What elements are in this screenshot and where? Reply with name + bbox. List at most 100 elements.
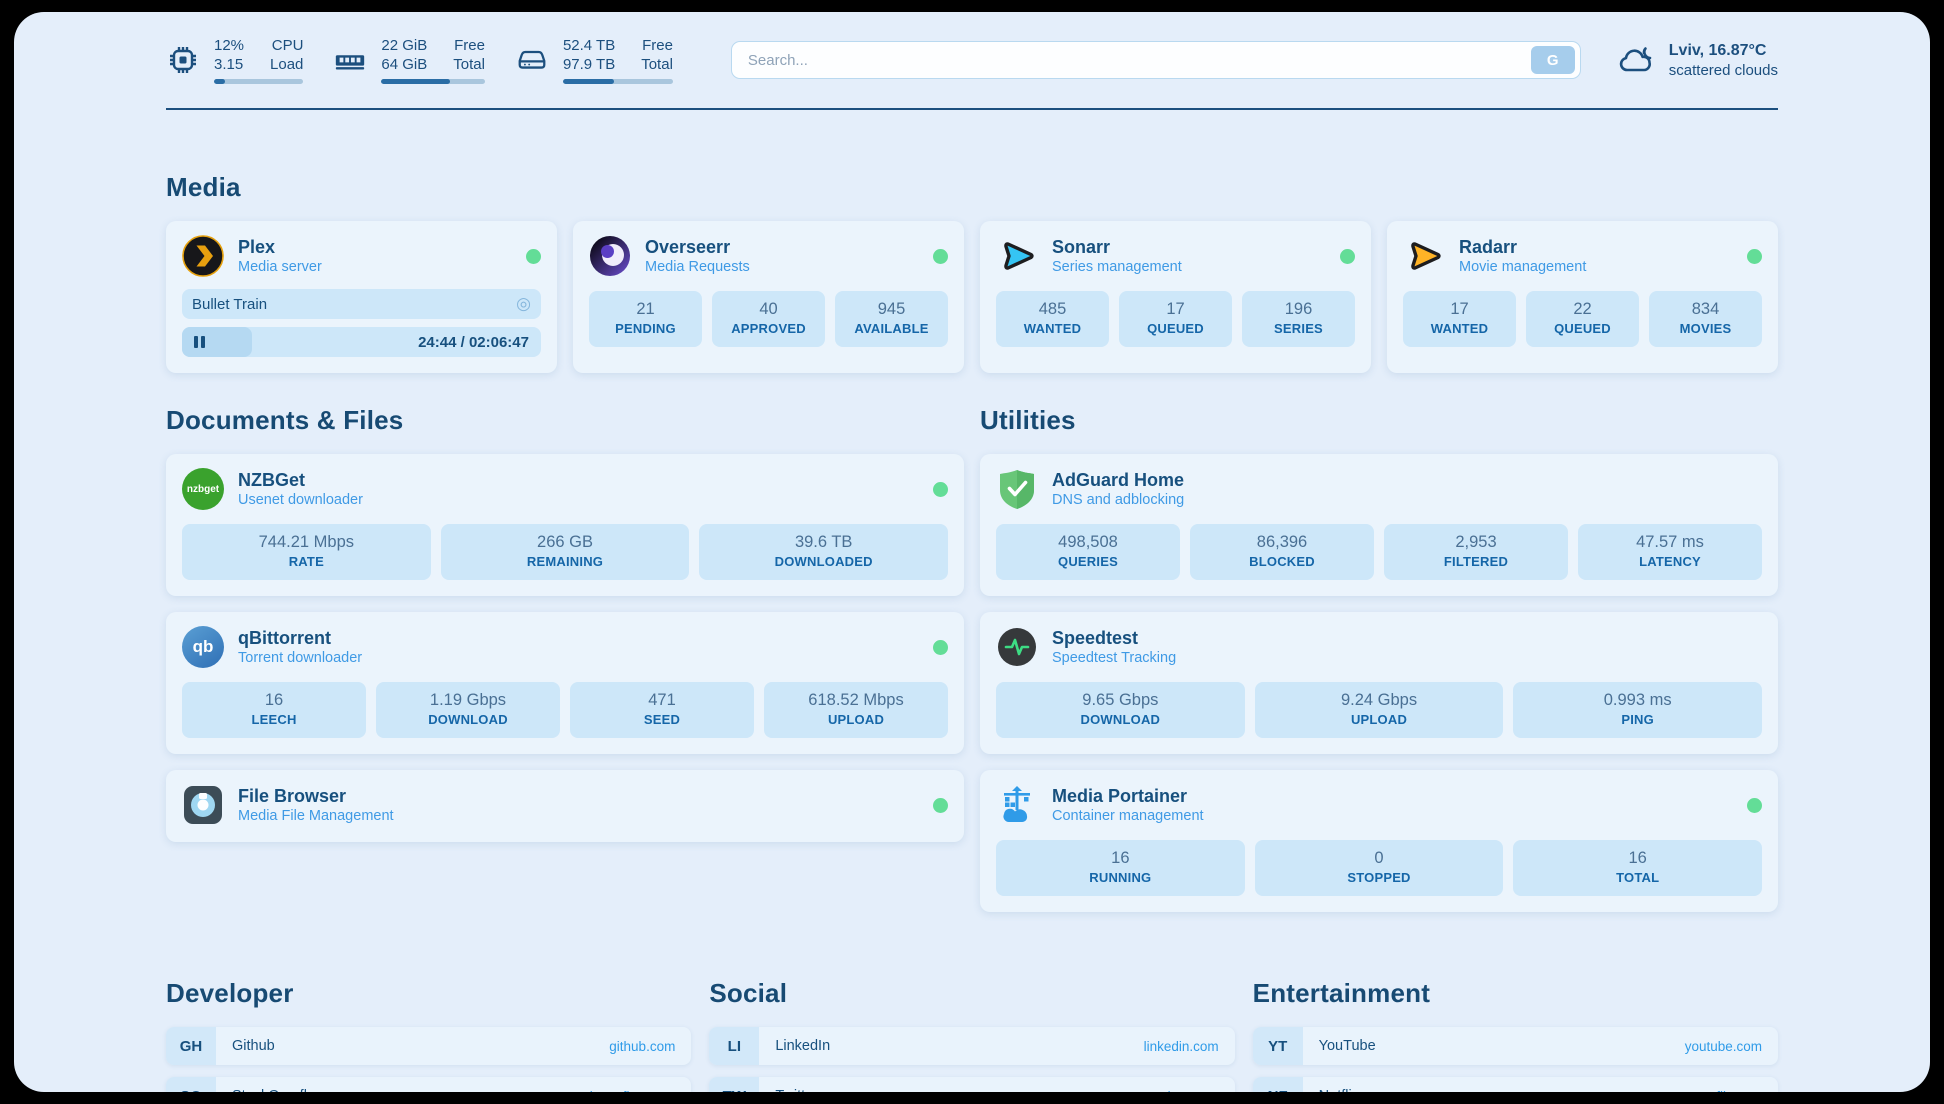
ram-free-value: 22 GiB	[381, 37, 428, 54]
cloud-moon-icon	[1619, 47, 1652, 72]
card-plex[interactable]: Plex Media server Bullet Train ◎ 24:44 /…	[166, 221, 557, 373]
card-radarr[interactable]: Radarr Movie management 17 WANTED 22 QUE…	[1387, 221, 1778, 373]
bookmarks-social: Social LI LinkedIn linkedin.com TW Twitt…	[709, 978, 1235, 1093]
stat-filtered: 2,953 FILTERED	[1384, 524, 1568, 580]
status-dot	[1747, 797, 1762, 813]
bookmark-abbr: GH	[166, 1027, 216, 1065]
disk-total-value: 97.9 TB	[562, 56, 616, 73]
status-dot	[933, 797, 948, 813]
app-subtitle: Series management	[1052, 258, 1182, 275]
card-qbittorrent[interactable]: qb qBittorrent Torrent downloader 16 LEE…	[166, 612, 964, 754]
sonarr-icon	[1004, 242, 1034, 270]
bookmark-abbr: YT	[1252, 1027, 1303, 1065]
stat-running: 16 RUNNING	[996, 840, 1245, 896]
bookmark-name: Github	[232, 1038, 275, 1054]
status-dot	[1340, 248, 1355, 264]
app-name: Radarr	[1459, 236, 1518, 257]
section-title-utilities: Utilities	[980, 405, 1076, 435]
card-sonarr[interactable]: Sonarr Series management 485 WANTED 17 Q…	[980, 221, 1371, 373]
cpu-icon	[170, 47, 196, 73]
app-subtitle: DNS and adblocking	[1052, 491, 1185, 508]
app-name: Sonarr	[1052, 236, 1111, 257]
stat-rate: 744.21 Mbps RATE	[182, 524, 431, 580]
stat-upload: 618.52 Mbps UPLOAD	[764, 682, 948, 738]
media-grid: Plex Media server Bullet Train ◎ 24:44 /…	[166, 221, 1778, 373]
disk-free-label: Free	[642, 37, 673, 54]
search-bar[interactable]: G	[730, 41, 1581, 79]
app-subtitle: Usenet downloader	[238, 491, 363, 508]
ram-total-value: 64 GiB	[381, 56, 428, 73]
card-portainer[interactable]: Media Portainer Container management 16 …	[980, 770, 1778, 912]
dashboard-panel: 12% 3.15 CPU Load	[14, 12, 1930, 1092]
app-subtitle: Container management	[1052, 807, 1204, 824]
now-playing-title: Bullet Train	[192, 295, 268, 313]
stat-remaining: 266 GB REMAINING	[440, 524, 690, 580]
app-subtitle: Speedtest Tracking	[1052, 649, 1177, 666]
portainer-icon	[1003, 786, 1030, 823]
bookmark-twitter[interactable]: TW Twitter twitter.com	[709, 1077, 1235, 1093]
weather-location-temp: Lviv, 16.87°C	[1668, 42, 1767, 59]
cpu-load-value: 3.15	[214, 56, 244, 73]
app-name: NZBGet	[238, 469, 305, 490]
bookmark-url: netflix.com	[1697, 1089, 1778, 1093]
stat-approved: 40 APPROVED	[712, 291, 825, 347]
card-adguard[interactable]: AdGuard Home DNS and adblocking 498,508 …	[980, 454, 1778, 596]
stat-available: 945 AVAILABLE	[835, 291, 948, 347]
bookmark-url: twitter.com	[1154, 1089, 1235, 1093]
bookmark-name: Netflix	[1303, 1088, 1698, 1092]
weather-widget: Lviv, 16.87°C scattered clouds	[1617, 40, 1778, 80]
disk-free-value: 52.4 TB	[562, 37, 616, 54]
stat-ping: 0.993 ms PING	[1513, 682, 1763, 738]
bookmark-youtube[interactable]: YT YouTube youtube.com	[1252, 1027, 1778, 1065]
card-speedtest[interactable]: Speedtest Speedtest Tracking 9.65 Gbps D…	[980, 612, 1778, 754]
ram-icon	[336, 55, 365, 70]
app-name: Media Portainer	[1052, 785, 1188, 806]
stat-movies: 834 MOVIES	[1649, 291, 1762, 347]
bookmark-abbr: TW	[709, 1077, 760, 1092]
app-name: Overseerr	[645, 236, 731, 257]
stat-wanted: 485 WANTED	[996, 291, 1109, 347]
bookmark-url: stackoverflow.com	[565, 1089, 691, 1093]
bookmark-linkedin[interactable]: LI LinkedIn linkedin.com	[709, 1027, 1235, 1065]
bookmark-url: linkedin.com	[1143, 1038, 1219, 1054]
now-playing-row[interactable]: Bullet Train ◎	[182, 289, 541, 319]
stat-series: 196 SERIES	[1242, 291, 1355, 347]
stat-latency: 47.57 ms LATENCY	[1578, 524, 1762, 580]
app-subtitle: Torrent downloader	[238, 649, 363, 666]
cpu-load-label: Load	[270, 56, 304, 73]
status-dot	[933, 248, 948, 264]
bookmark-abbr: NF	[1252, 1077, 1303, 1092]
search-input[interactable]	[747, 51, 1531, 69]
section-title-media: Media	[166, 172, 241, 202]
weather-condition: scattered clouds	[1668, 62, 1778, 79]
stat-download: 9.65 Gbps DOWNLOAD	[996, 682, 1245, 738]
bookmark-name: StackOverflow	[216, 1088, 565, 1092]
status-dot	[933, 639, 948, 655]
session-icon[interactable]: ◎	[516, 294, 531, 313]
pause-icon[interactable]	[194, 336, 205, 348]
google-search-button[interactable]: G	[1530, 46, 1575, 74]
bookmark-netflix[interactable]: NF Netflix netflix.com	[1252, 1077, 1778, 1093]
bookmark-stackoverflow[interactable]: SO StackOverflow stackoverflow.com	[166, 1077, 692, 1093]
utilities-column: Utilities AdGuard Home DNS and adblockin…	[980, 405, 1778, 912]
section-title-documents: Documents & Files	[166, 405, 404, 435]
radarr-icon	[1411, 242, 1441, 270]
bookmarks-entertainment: Entertainment YT YouTube youtube.com NF …	[1252, 978, 1778, 1093]
stat-leech: 16 LEECH	[182, 682, 366, 738]
disk-progressbar	[562, 79, 673, 84]
card-nzbget[interactable]: nzbget NZBGet Usenet downloader 744.21 M…	[166, 454, 964, 596]
card-overseerr[interactable]: Overseerr Media Requests 21 PENDING 40 A…	[573, 221, 964, 373]
app-name: Plex	[238, 236, 276, 257]
bookmark-abbr: SO	[166, 1077, 216, 1092]
bookmark-name: YouTube	[1318, 1038, 1376, 1054]
bookmark-github[interactable]: GH Github github.com	[166, 1027, 692, 1065]
bookmark-url: github.com	[609, 1038, 676, 1054]
plex-icon	[182, 235, 224, 277]
cpu-progressbar	[214, 79, 304, 84]
card-filebrowser[interactable]: File Browser Media File Management	[166, 770, 964, 842]
stat-pending: 21 PENDING	[589, 291, 702, 347]
speedtest-icon	[998, 628, 1036, 666]
bookmarks-developer: Developer GH Github github.com SO StackO…	[166, 978, 692, 1093]
playback-progressbar[interactable]: 24:44 / 02:06:47	[182, 327, 541, 357]
